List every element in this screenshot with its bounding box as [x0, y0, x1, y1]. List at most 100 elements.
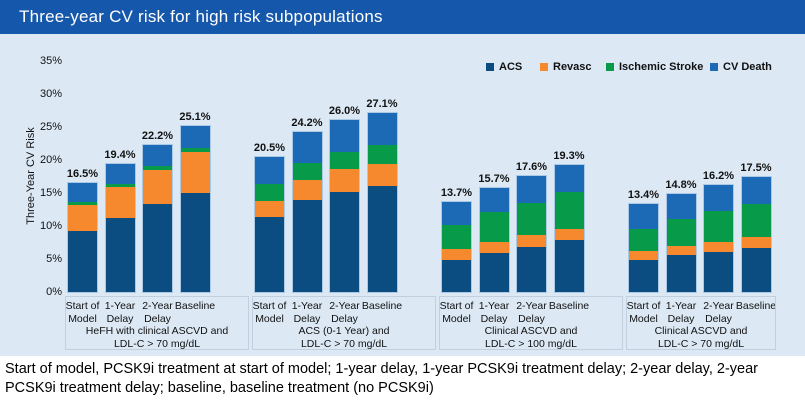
y-axis-tick-label: 15% — [39, 187, 62, 199]
y-axis-tick-label: 20% — [39, 154, 62, 166]
group-label: Clinical ASCVD and LDL-C > 70 mg/dL — [654, 325, 748, 350]
legend-label: CV Death — [723, 61, 772, 73]
segment-ischemic-stroke — [143, 165, 172, 170]
segment-acs — [704, 252, 733, 292]
segment-ischemic-stroke — [180, 148, 210, 153]
bar-group1-1 — [68, 183, 97, 292]
x-axis-category-label: Start of Model — [626, 300, 661, 325]
segment-ischemic-stroke — [741, 204, 771, 237]
segment-revasc — [255, 200, 284, 218]
segment-cv-death — [666, 194, 696, 220]
segment-acs — [143, 204, 172, 292]
legend-item-ischemic-stroke: Ischemic Stroke — [606, 61, 703, 73]
segment-revasc — [367, 163, 397, 186]
stacked-bar-chart: Three-Year CV Risk ACS Revasc Ischemic Str… — [0, 34, 805, 356]
segment-acs — [517, 247, 546, 292]
segment-acs — [255, 217, 284, 292]
bar-group4-4 — [741, 176, 771, 293]
bar-total-label: 19.4% — [104, 148, 136, 161]
bar-group3-2 — [479, 188, 509, 292]
segment-ischemic-stroke — [367, 145, 397, 164]
bar-group4-1 — [629, 203, 658, 292]
segment-revasc — [517, 235, 546, 248]
segment-revasc — [442, 249, 471, 261]
title-banner: Three-year CV risk for high risk subpopu… — [0, 0, 805, 34]
segment-ischemic-stroke — [105, 183, 135, 188]
bar-group3-3 — [517, 175, 546, 292]
x-axis-category-label: Start of Model — [65, 300, 100, 325]
page-title: Three-year CV risk for high risk subpopu… — [19, 7, 383, 26]
x-axis-category-label: Baseline — [735, 300, 777, 312]
bar-total-label: 17.6% — [515, 160, 548, 173]
segment-cv-death — [442, 201, 471, 226]
group-label: HeFH with clinical ASCVD and LDL-C > 70 … — [85, 325, 229, 350]
bar-total-label: 16.2% — [702, 170, 735, 183]
x-axis-category-label: 1-Year Delay — [478, 300, 510, 325]
segment-ischemic-stroke — [68, 201, 97, 205]
bar-total-label: 15.7% — [478, 173, 510, 186]
segment-revasc — [629, 251, 658, 261]
x-axis-category-label: 1-Year Delay — [291, 300, 323, 325]
segment-cv-death — [704, 185, 733, 212]
segment-cv-death — [479, 188, 509, 213]
legend-item-acs: ACS — [486, 61, 522, 73]
segment-acs — [105, 218, 135, 292]
bar-group2-1 — [255, 156, 284, 292]
y-axis-tick-label: 0% — [46, 286, 62, 298]
category-axis-box: HeFH with clinical ASCVD and LDL-C > 70 … — [65, 296, 249, 350]
group-label: ACS (0-1 Year) and LDL-C > 70 mg/dL — [298, 325, 390, 350]
segment-acs — [292, 199, 322, 292]
segment-cv-death — [629, 203, 658, 230]
bar-group2-3 — [330, 120, 359, 292]
segment-acs — [666, 255, 696, 292]
segment-ischemic-stroke — [442, 225, 471, 250]
x-axis-category-label: Baseline — [174, 300, 216, 312]
bar-group1-4 — [180, 126, 210, 292]
category-axis-box: Clinical ASCVD and LDL-C > 70 mg/dL — [626, 296, 776, 350]
segment-ischemic-stroke — [666, 219, 696, 246]
segment-revasc — [143, 169, 172, 205]
segment-ischemic-stroke — [629, 229, 658, 252]
segment-revasc — [666, 245, 696, 255]
segment-acs — [554, 240, 584, 292]
bar-total-label: 17.5% — [740, 161, 772, 174]
bar-group1-2 — [105, 163, 135, 292]
x-axis-category-label: Start of Model — [252, 300, 287, 325]
bar-group2-4 — [367, 113, 397, 292]
bar-total-label: 16.5% — [66, 168, 99, 181]
segment-cv-death — [255, 156, 284, 184]
x-axis-category-label: 2-Year Delay — [142, 300, 173, 325]
bar-total-label: 19.3% — [553, 149, 585, 162]
segment-ischemic-stroke — [517, 202, 546, 236]
segment-revasc — [741, 236, 771, 249]
x-axis-category-label: Baseline — [361, 300, 403, 312]
legend-swatch-icon — [486, 63, 494, 71]
bar-total-label: 14.8% — [665, 179, 697, 192]
segment-acs — [330, 191, 359, 292]
segment-revasc — [292, 180, 322, 200]
segment-ischemic-stroke — [255, 183, 284, 201]
segment-cv-death — [367, 113, 397, 146]
segment-ischemic-stroke — [479, 212, 509, 242]
segment-revasc — [68, 204, 97, 231]
segment-revasc — [479, 241, 509, 254]
segment-cv-death — [68, 183, 97, 202]
segment-cv-death — [330, 120, 359, 153]
legend-swatch-icon — [606, 63, 614, 71]
bar-total-label: 22.2% — [141, 130, 174, 143]
bar-group3-4 — [554, 164, 584, 292]
legend-label: Ischemic Stroke — [619, 61, 704, 73]
segment-cv-death — [143, 145, 172, 166]
bar-total-label: 13.4% — [627, 188, 660, 201]
legend-swatch-icon — [540, 63, 548, 71]
bar-group2-2 — [292, 132, 322, 292]
segment-ischemic-stroke — [704, 211, 733, 242]
segment-revasc — [554, 228, 584, 241]
segment-ischemic-stroke — [330, 152, 359, 170]
bar-group4-2 — [666, 194, 696, 292]
segment-cv-death — [741, 176, 771, 205]
segment-acs — [180, 192, 210, 292]
bar-total-label: 13.7% — [440, 186, 473, 199]
segment-acs — [479, 253, 509, 292]
